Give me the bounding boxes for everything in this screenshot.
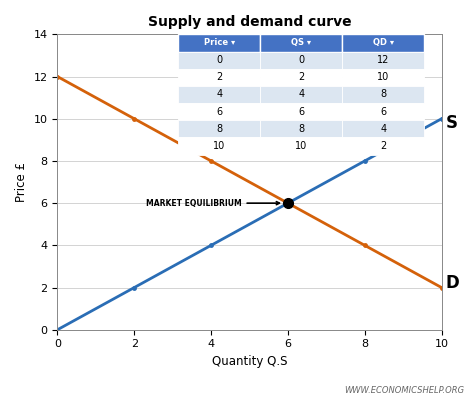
Text: 10: 10 <box>377 72 390 82</box>
Text: Price ▾: Price ▾ <box>204 38 235 47</box>
Text: 8: 8 <box>216 124 222 134</box>
Text: 10: 10 <box>295 141 308 151</box>
Text: 8: 8 <box>380 89 386 99</box>
Y-axis label: Price £: Price £ <box>15 162 28 202</box>
Text: 6: 6 <box>380 107 386 117</box>
Title: Supply and demand curve: Supply and demand curve <box>148 15 351 29</box>
Text: QD ▾: QD ▾ <box>373 38 394 47</box>
Text: S: S <box>446 114 457 132</box>
Text: 10: 10 <box>213 141 226 151</box>
Text: 2: 2 <box>298 72 304 82</box>
Text: 4: 4 <box>380 124 386 134</box>
Text: 4: 4 <box>216 89 222 99</box>
Text: 12: 12 <box>377 55 390 65</box>
Text: 2: 2 <box>380 141 386 151</box>
Text: WWW.ECONOMICSHELP.ORG: WWW.ECONOMICSHELP.ORG <box>345 386 465 395</box>
Text: 0: 0 <box>298 55 304 65</box>
Text: 6: 6 <box>216 107 222 117</box>
Text: 2: 2 <box>216 72 222 82</box>
Text: MARKET EQUILIBRIUM: MARKET EQUILIBRIUM <box>146 199 280 207</box>
Text: 4: 4 <box>298 89 304 99</box>
Text: 0: 0 <box>216 55 222 65</box>
Text: D: D <box>446 275 459 292</box>
Text: 6: 6 <box>298 107 304 117</box>
Text: 8: 8 <box>298 124 304 134</box>
Text: QS ▾: QS ▾ <box>292 38 311 47</box>
X-axis label: Quantity Q.S: Quantity Q.S <box>212 355 287 368</box>
